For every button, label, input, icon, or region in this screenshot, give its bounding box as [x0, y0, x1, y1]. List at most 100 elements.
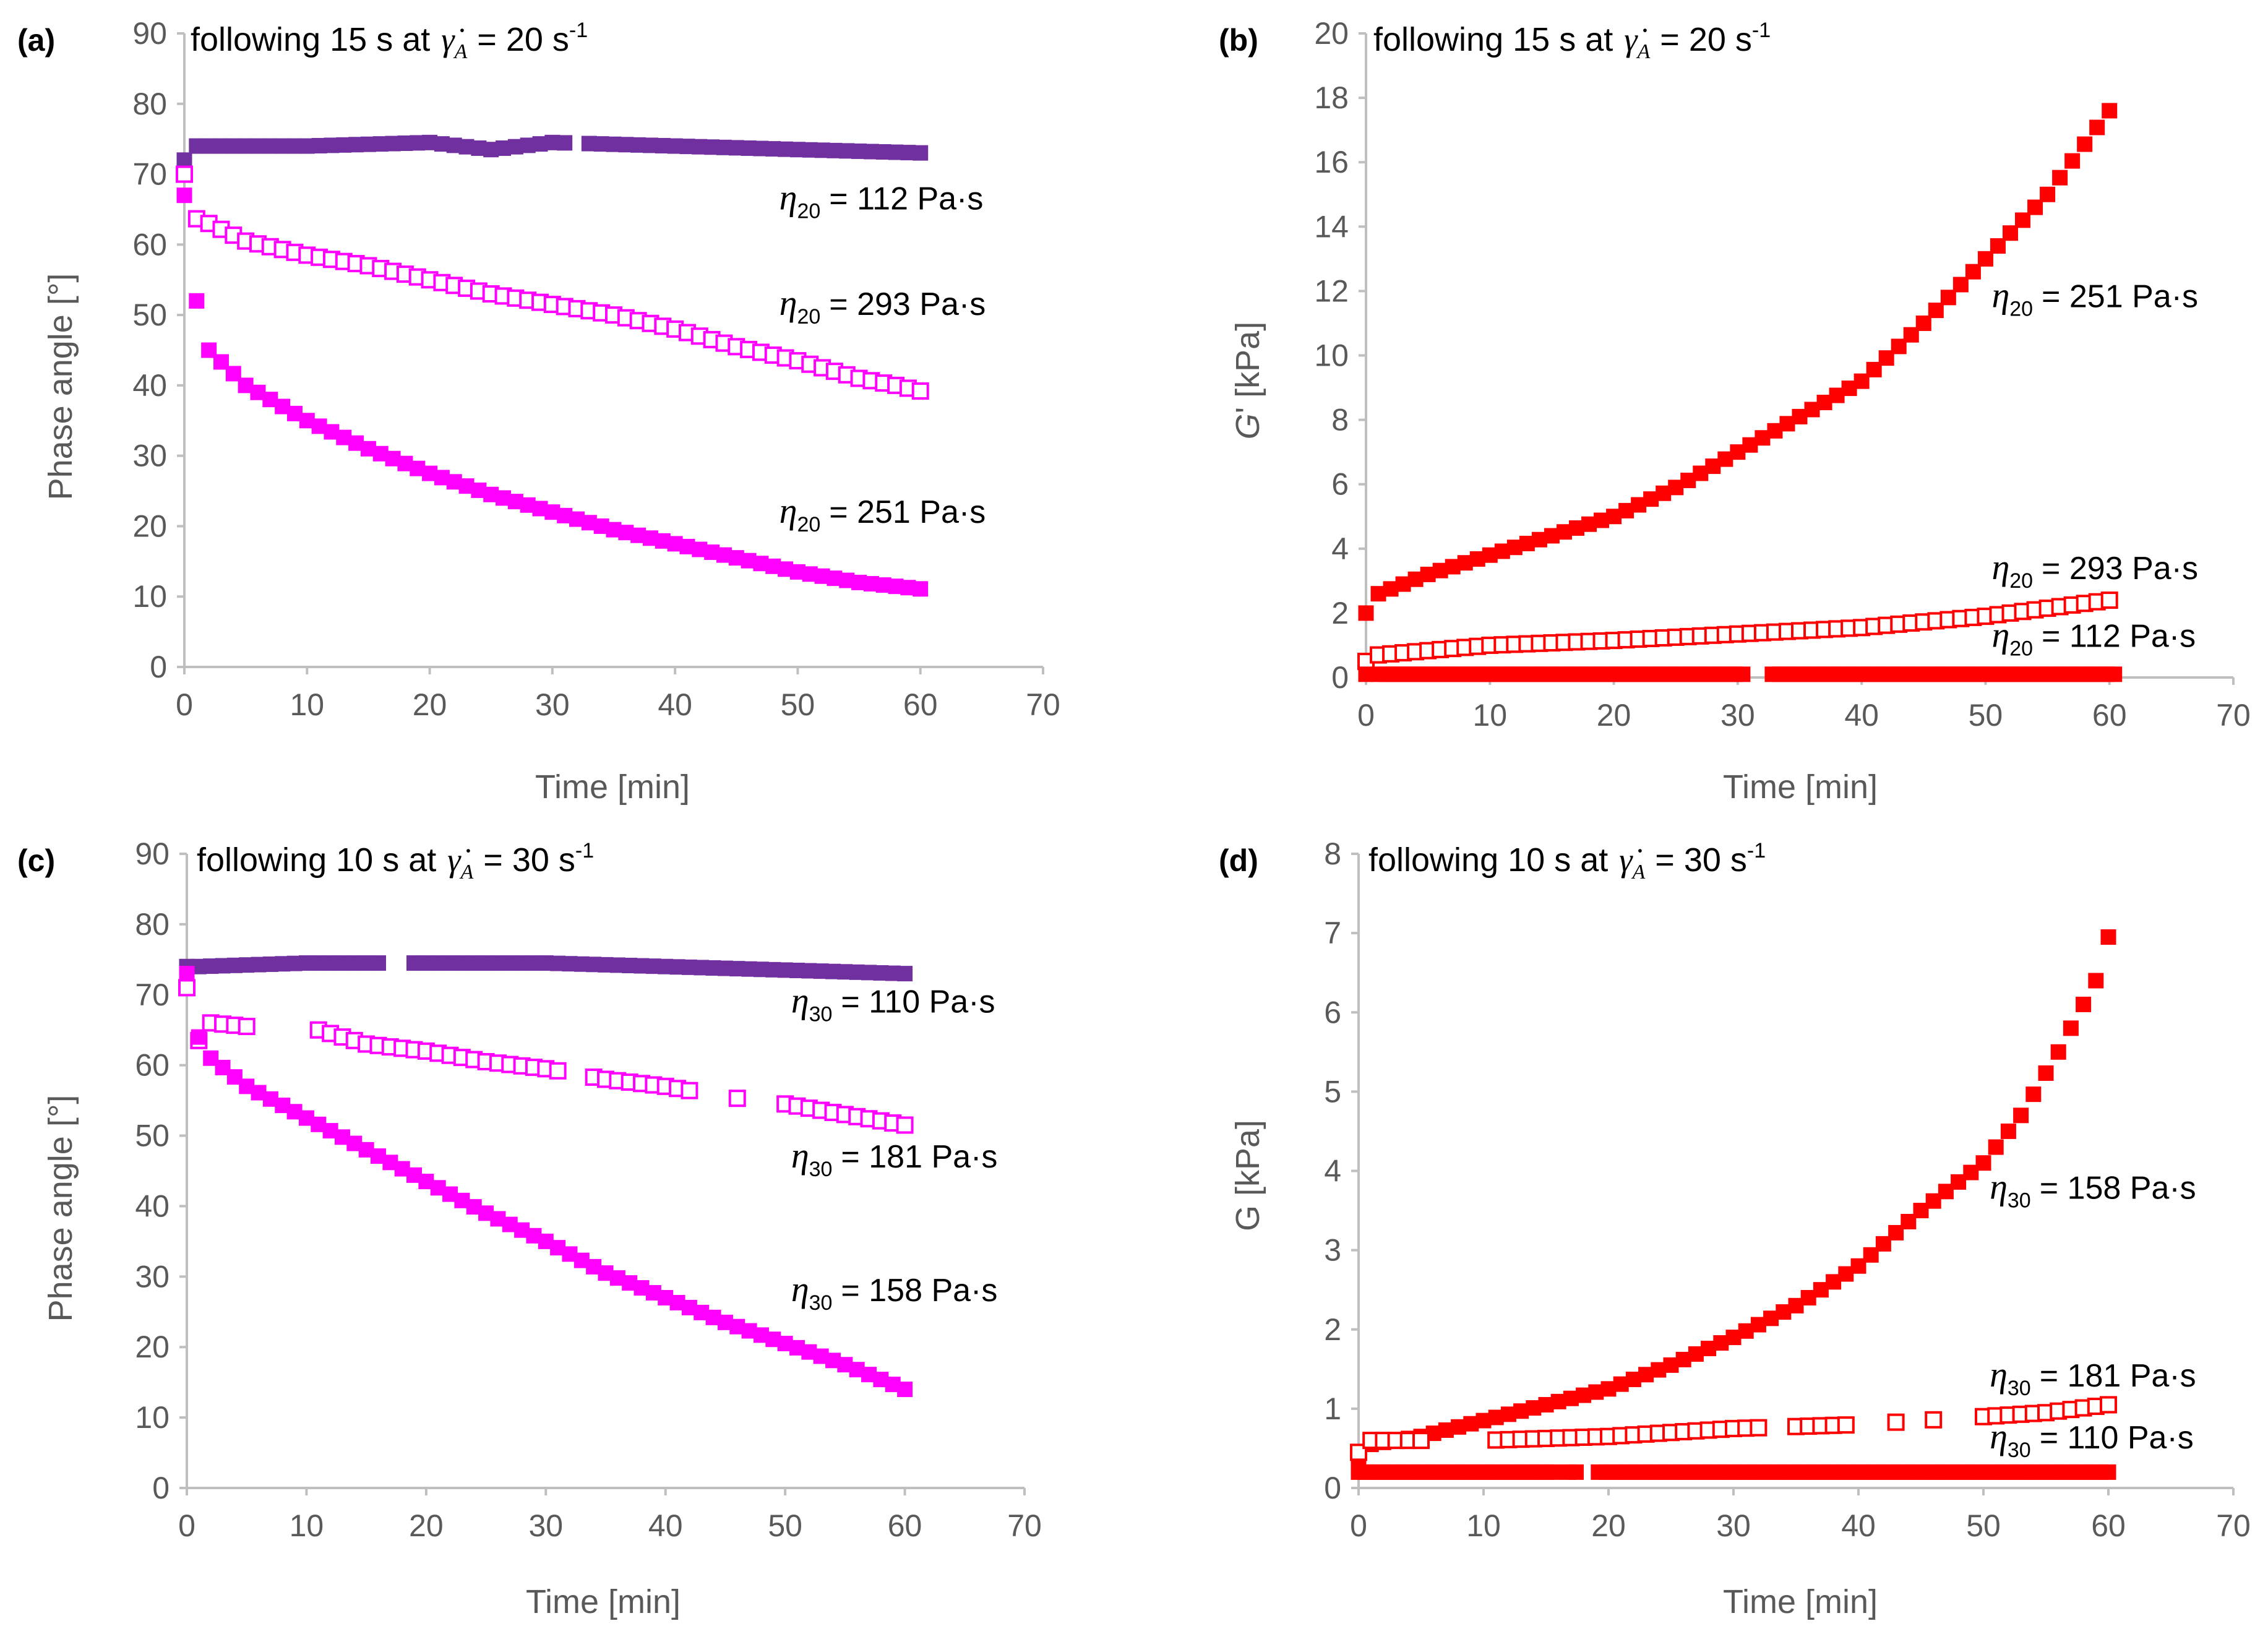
- x-tick-label: 40: [658, 687, 692, 722]
- annotations: η30 = 158 Pa·s η30 = 181 Pa·s η30 = 110 Pa·s: [1990, 1166, 2196, 1462]
- data-points: [1350, 929, 2117, 1480]
- series-2: [176, 165, 929, 400]
- x-tick-label: 20: [409, 1508, 444, 1543]
- x-axis-label: Time [min]: [526, 1583, 681, 1620]
- data-point: [1928, 303, 1944, 319]
- data-point: [238, 1018, 256, 1036]
- x-tick-label: 0: [1357, 698, 1375, 733]
- data-point: [1568, 1464, 1584, 1480]
- y-tick-label: 4: [1331, 531, 1349, 566]
- data-point: [200, 215, 218, 233]
- x-tick-label: 50: [768, 1508, 802, 1543]
- y-axis-unit: ' [kPa]: [1229, 322, 1266, 413]
- series-3: [176, 187, 929, 597]
- panel-d: (d) following 10 s at γ̇A = 30 s-1 G [kPa]…: [1219, 836, 2251, 1620]
- title-suffix: = 30 s: [483, 841, 575, 879]
- y-axis-label: G' [kPa]: [1229, 322, 1266, 439]
- y-tick-label: 18: [1314, 80, 1349, 115]
- data-point: [897, 966, 913, 982]
- y-tick-label: 2: [1331, 596, 1349, 630]
- x-tick-label: 50: [1969, 698, 2003, 733]
- x-tick-label: 10: [290, 1508, 324, 1543]
- y-tick-label: 20: [135, 1330, 170, 1364]
- x-tick-label: 0: [1350, 1508, 1367, 1543]
- data-point: [2100, 1396, 2117, 1414]
- y-tick-label: 5: [1324, 1074, 1341, 1109]
- data-point: [557, 135, 573, 151]
- y-tick-label: 80: [132, 87, 167, 121]
- title-superscript: -1: [1752, 19, 1771, 42]
- data-point: [717, 1314, 733, 1330]
- data-point: [2100, 1464, 2116, 1480]
- gamma-subscript: A: [1636, 40, 1651, 63]
- axes: 0 10 20 30 40 50 60 70 80 90 0 10 20 30 40 50 60 70: [135, 836, 1041, 1543]
- y-tick-label: 3: [1324, 1233, 1341, 1268]
- data-point: [1750, 1419, 1768, 1437]
- data-point: [176, 152, 192, 168]
- series-annotation: η30 = 158 Pa·s: [1990, 1166, 2196, 1212]
- series-3: [179, 966, 913, 1398]
- annotations: η30 = 110 Pa·s η30 = 181 Pa·s η30 = 158 Pa·s: [791, 980, 998, 1315]
- panel-letter: (a): [17, 23, 55, 58]
- x-axis-label: Time [min]: [1723, 1583, 1878, 1620]
- y-tick-label: 14: [1314, 209, 1349, 244]
- y-tick-label: 60: [135, 1048, 170, 1083]
- x-tick-label: 70: [1026, 687, 1060, 722]
- y-tick-label: 16: [1314, 145, 1349, 179]
- series-annotation: η30 = 110 Pa·s: [1990, 1416, 2194, 1462]
- gamma-subscript: A: [1631, 861, 1646, 884]
- data-point: [2025, 1086, 2042, 1103]
- y-tick-label: 10: [1314, 338, 1349, 373]
- y-tick-label: 30: [135, 1259, 170, 1294]
- y-tick-label: 4: [1324, 1154, 1341, 1189]
- x-tick-label: 70: [2216, 1508, 2251, 1543]
- y-tick-label: 70: [132, 157, 167, 192]
- data-point: [2077, 136, 2093, 152]
- y-tick-label: 1: [1324, 1391, 1341, 1426]
- data-point: [2013, 1107, 2029, 1124]
- title-prefix: following 15 s at: [1373, 21, 1613, 58]
- x-tick-label: 60: [903, 687, 938, 722]
- title-suffix: = 30 s: [1655, 841, 1747, 879]
- data-point: [2076, 996, 2092, 1012]
- x-tick-label: 10: [290, 687, 324, 722]
- y-tick-label: 50: [135, 1119, 170, 1153]
- panel-title: following 10 s at γ̇A = 30 s-1: [197, 839, 594, 884]
- data-point: [913, 581, 929, 597]
- series-annotation: η30 = 181 Pa·s: [1990, 1354, 2196, 1400]
- series-2: [1357, 591, 2118, 670]
- panel-b: (b) following 15 s at γ̇A = 20 s-1 G' [kPa…: [1219, 16, 2251, 806]
- data-point: [176, 165, 193, 183]
- data-point: [1866, 361, 1882, 377]
- data-point: [179, 966, 195, 982]
- data-point: [2052, 170, 2068, 186]
- series-annotation: η20 = 251 Pa·s: [780, 491, 986, 536]
- y-axis-label: Phase angle [°]: [42, 273, 79, 501]
- data-point: [2027, 199, 2043, 215]
- x-tick-label: 20: [1591, 1508, 1626, 1543]
- series-1: [1351, 929, 2116, 1473]
- data-point: [1965, 264, 1981, 280]
- data-point: [896, 1116, 914, 1134]
- data-point: [1412, 1432, 1430, 1450]
- panel-letter: (b): [1219, 23, 1258, 58]
- series-annotation: η20 = 293 Pa·s: [780, 283, 986, 329]
- data-point: [1952, 277, 1969, 293]
- data-point: [1545, 1464, 1561, 1480]
- y-tick-label: 6: [1324, 995, 1341, 1030]
- axes: 0 1 2 3 4 5 6 7 8 0 10 20 30 40 50 60 70: [1324, 836, 2251, 1543]
- axes: 0 2 4 6 8 10 12 14 16 18 20 0 10 20 30 40 50 60 70: [1314, 16, 2250, 733]
- data-point: [1940, 290, 1956, 306]
- data-point: [189, 293, 205, 309]
- y-tick-label: 20: [1314, 16, 1349, 51]
- data-point: [370, 955, 386, 971]
- y-tick-label: 70: [135, 978, 170, 1012]
- y-tick-label: 0: [1324, 1471, 1341, 1505]
- data-point: [1887, 1413, 1905, 1431]
- data-point: [2063, 1020, 2079, 1036]
- data-point: [1990, 238, 2006, 254]
- x-tick-label: 50: [781, 687, 815, 722]
- x-tick-label: 70: [2216, 698, 2251, 733]
- data-points: [178, 955, 914, 1398]
- title-superscript: -1: [575, 839, 594, 862]
